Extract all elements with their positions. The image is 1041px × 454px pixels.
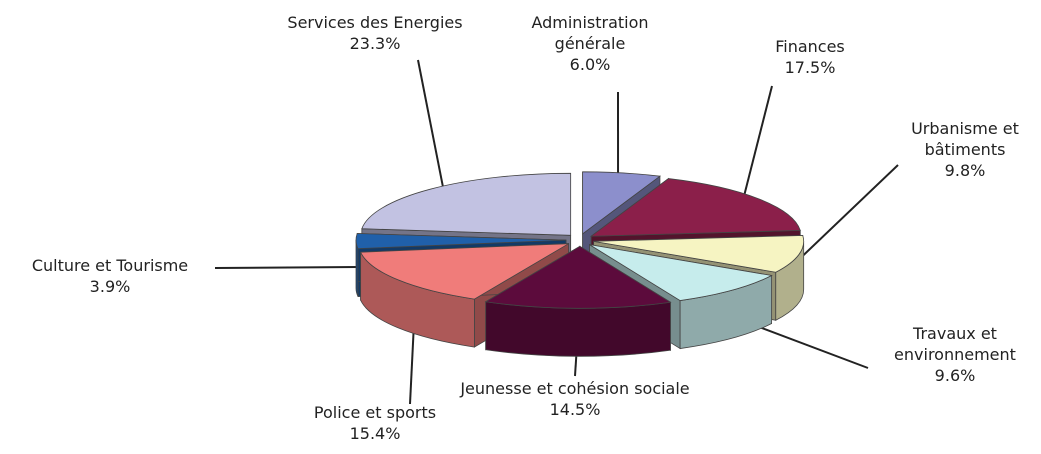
leader-line <box>214 265 378 269</box>
slice-wall <box>485 301 671 357</box>
value-label: 9.6% <box>934 366 976 385</box>
value-label: 23.3% <box>349 34 401 53</box>
category-label: Administration générale <box>531 13 649 53</box>
slice-label: Urbanisme et bâtiments 9.8% <box>880 118 1041 181</box>
category-label: Urbanisme et bâtiments <box>911 119 1019 159</box>
slice-label: Administration générale 6.0% <box>515 12 665 75</box>
pie-slice <box>484 245 672 357</box>
slice-top <box>589 178 801 237</box>
slice-label: Jeunesse et cohésion sociale 14.5% <box>440 378 710 420</box>
slice-top <box>582 171 661 235</box>
slice-label: Police et sports 15.4% <box>270 402 480 444</box>
category-label: Travaux et environnement <box>894 324 1016 364</box>
slice-label: Finances 17.5% <box>735 36 885 78</box>
category-label: Jeunesse et cohésion sociale <box>460 379 690 398</box>
slice-top <box>360 243 569 300</box>
value-label: 6.0% <box>569 55 611 74</box>
value-label: 15.4% <box>349 424 401 443</box>
value-label: 14.5% <box>549 400 601 419</box>
slice-top <box>361 172 572 236</box>
value-label: 17.5% <box>784 58 836 77</box>
slice-top <box>589 244 773 301</box>
value-label: 3.9% <box>89 277 131 296</box>
category-label: Culture et Tourisme <box>31 256 189 275</box>
slice-label: Travaux et environnement 9.6% <box>860 323 1041 386</box>
slice-label: Culture et Tourisme 3.9% <box>0 255 220 297</box>
slice-top <box>355 233 567 250</box>
category-label: Services des Energies <box>287 13 463 32</box>
slice-label: Services des Energies 23.3% <box>250 12 500 54</box>
leader-line <box>417 59 446 195</box>
leader-line <box>741 85 773 203</box>
category-label: Police et sports <box>313 403 437 422</box>
slice-top <box>484 245 672 309</box>
slice-top <box>593 235 805 273</box>
value-label: 9.8% <box>944 161 986 180</box>
category-label: Finances <box>775 37 845 56</box>
